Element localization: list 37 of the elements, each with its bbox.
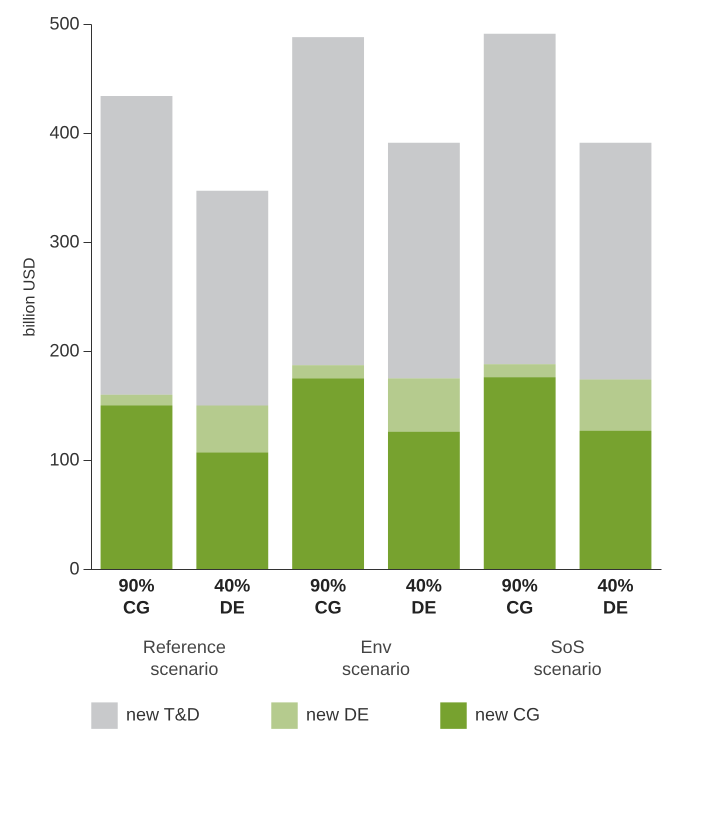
bar [292,365,364,378]
y-tick-label: 0 [69,558,80,578]
legend-label: new DE [306,704,370,725]
bar [580,142,652,380]
text: Reference scenario [142,637,226,679]
y-tick-label: 100 [49,450,80,470]
bar [196,452,268,569]
x-tick-label: 40% DE [214,576,250,618]
y-axis-title: billion USD [21,257,38,337]
x-tick-label: 90% CG [118,576,155,618]
bar [484,34,556,364]
text: Env scenario [342,637,410,679]
legend-label: new CG [475,704,540,725]
y-tick-label: 500 [49,14,80,34]
bar [100,394,172,406]
x-tick-label: 40% DE [406,576,442,618]
bar [196,190,268,406]
y-tick-label: 400 [49,122,80,142]
bar [484,377,556,569]
bar [580,379,652,431]
y-tick-label: 200 [49,340,80,360]
bar [100,406,172,569]
legend-label: new T&D [126,704,200,725]
bar [388,378,460,432]
bar [388,432,460,569]
bar [580,430,652,569]
bar [292,37,364,366]
x-tick-label: 90% CG [310,576,346,618]
y-tick-label: 300 [49,232,80,252]
text: SoS scenario [534,637,602,679]
bar [100,96,172,395]
bar [388,142,460,378]
bar [292,378,364,569]
bar [196,406,268,452]
x-tick-label: 40% DE [597,576,634,618]
bar [484,364,556,378]
x-tick-label: 90% CG [502,576,538,618]
